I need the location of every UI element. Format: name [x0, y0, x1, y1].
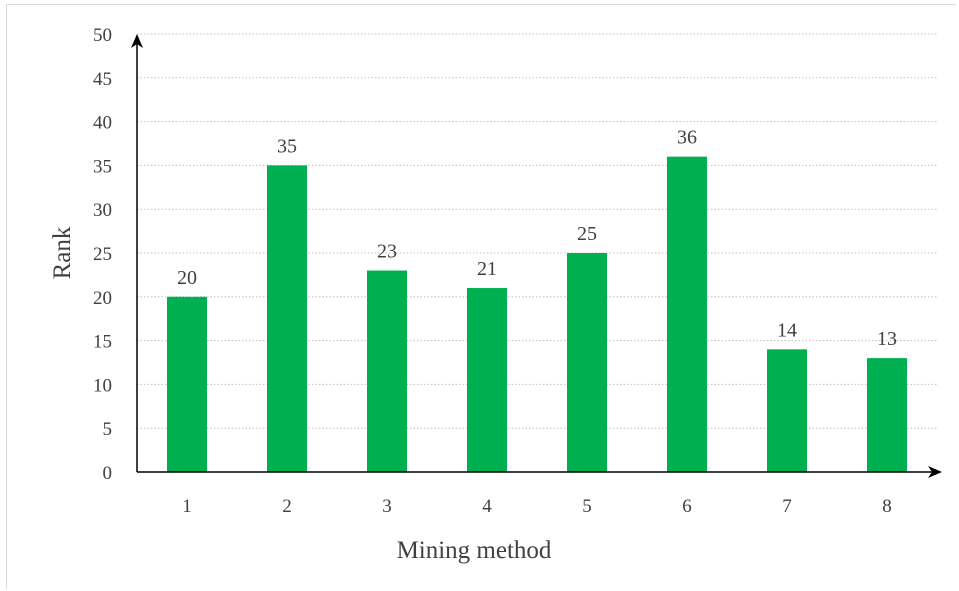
- bar: [267, 165, 307, 472]
- bar: [767, 349, 807, 472]
- x-axis-tick-labels: 1 2 3 4 5 6 7 8: [182, 496, 892, 517]
- x-axis-title: Mining method: [397, 537, 552, 564]
- data-label: 20: [177, 267, 197, 289]
- bar: [867, 358, 907, 472]
- bar: [567, 253, 607, 472]
- data-label: 13: [877, 328, 897, 350]
- data-label: 25: [577, 223, 597, 245]
- x-tick-label: 8: [882, 496, 892, 517]
- x-tick-label: 1: [182, 496, 192, 517]
- y-tick-label: 0: [103, 463, 113, 484]
- bar: [667, 157, 707, 472]
- x-tick-label: 4: [482, 496, 492, 517]
- y-tick-label: 20: [93, 288, 112, 309]
- y-tick-label: 10: [93, 375, 112, 396]
- y-tick-label: 30: [93, 200, 112, 221]
- x-tick-label: 6: [682, 496, 692, 517]
- bars: [167, 157, 907, 472]
- y-tick-label: 50: [93, 25, 112, 46]
- y-axis-title: Rank: [49, 226, 76, 279]
- x-tick-label: 7: [782, 496, 792, 517]
- y-tick-label: 25: [93, 244, 112, 265]
- data-label: 36: [677, 127, 697, 149]
- data-label: 23: [377, 241, 397, 263]
- bar: [367, 271, 407, 472]
- y-tick-label: 15: [93, 332, 112, 353]
- x-tick-label: 2: [282, 496, 292, 517]
- data-label: 14: [777, 319, 797, 341]
- data-label: 35: [277, 135, 297, 157]
- x-tick-label: 3: [382, 496, 392, 517]
- bar: [467, 288, 507, 472]
- data-label: 21: [477, 258, 497, 280]
- x-tick-label: 5: [582, 496, 592, 517]
- bar: [167, 297, 207, 472]
- y-tick-label: 35: [93, 156, 112, 177]
- y-tick-label: 45: [93, 69, 112, 90]
- gridlines: [137, 34, 937, 428]
- axes: [131, 34, 942, 478]
- y-tick-label: 5: [103, 419, 113, 440]
- y-axis-tick-labels: 0 5 10 15 20 25 30 35 40 45 50: [93, 25, 112, 484]
- y-tick-label: 40: [93, 113, 112, 134]
